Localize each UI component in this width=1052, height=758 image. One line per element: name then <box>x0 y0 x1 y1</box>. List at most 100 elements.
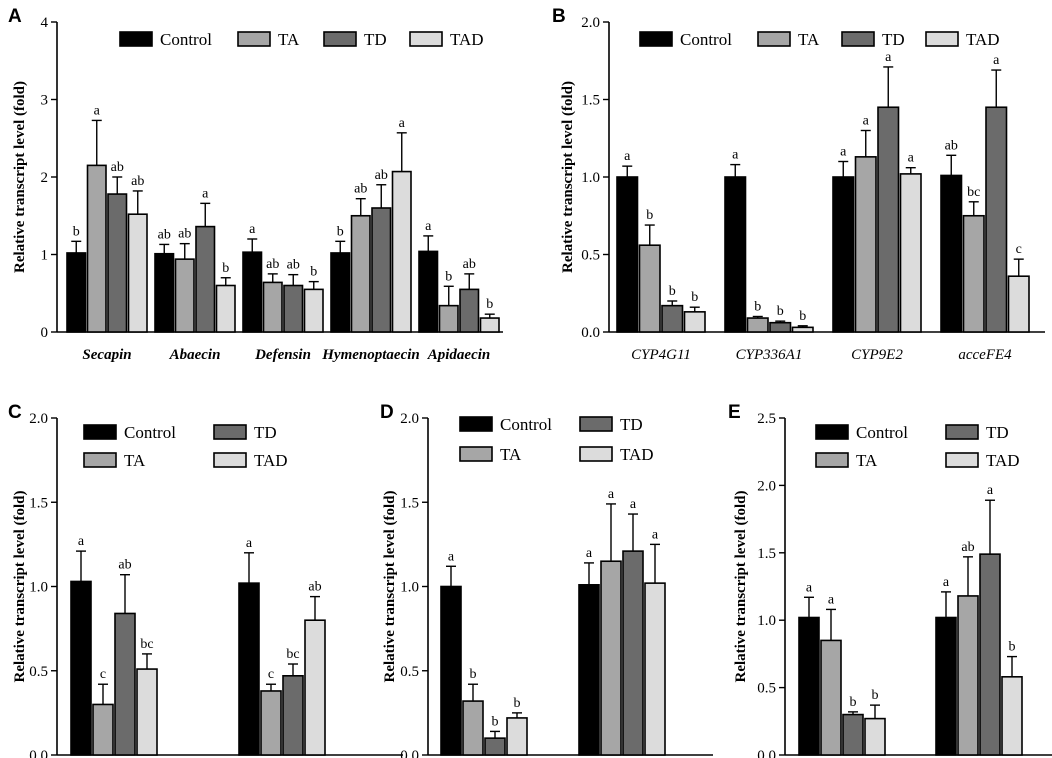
panel-c-significance-label: ab <box>308 580 321 595</box>
panel-c-legend-swatch-control <box>83 424 117 440</box>
panel-a-significance-label: ab <box>266 257 279 272</box>
panel-c-legend-label-control: Control <box>124 423 176 442</box>
panel-b-bar-control-cyp9e2 <box>832 176 855 333</box>
panel-a-y-tick-label: 1 <box>41 248 49 264</box>
panel-a-bar-tad-abaecin <box>215 284 236 333</box>
panel-c-y-tick-label: 0.5 <box>29 664 48 680</box>
panel-b-bar-ta-accefe4 <box>962 214 985 333</box>
panel-b-bar-td-accefe4 <box>985 106 1008 333</box>
panel-d-y-axis-label: Relative transcript level (fold) <box>382 490 398 682</box>
panel-c-bar-tad-acc-2 <box>304 619 326 756</box>
panel-e-significance-label: b <box>872 688 879 703</box>
panel-b-legend-swatch-td <box>841 31 875 47</box>
panel-d-significance-label: a <box>630 497 637 512</box>
panel-e-y-tick-label: 0.5 <box>757 681 776 697</box>
panel-b-bar-control-cyp336a1 <box>724 176 747 333</box>
panel-d-y-tick-label: 0.5 <box>400 664 419 680</box>
panel-e-legend-swatch-control <box>815 424 849 440</box>
panel-a-significance-label: a <box>94 103 101 118</box>
panel-b-bar-td-cyp336a1 <box>769 321 792 333</box>
panel-e-y-tick-label: 1.0 <box>757 613 776 629</box>
panel-b-y-tick-label: 0.5 <box>581 248 600 264</box>
panel-b-legend-label-control: Control <box>680 30 732 49</box>
panel-a-significance-label: ab <box>111 160 124 175</box>
panel-b-bar-tad-cyp9e2 <box>899 173 922 333</box>
panel-d-legend-label-control: Control <box>500 415 552 434</box>
panel-b-legend: Control TA TD TAD <box>639 30 1000 49</box>
panel-b-bar-tad-cyp4g11 <box>683 311 706 333</box>
panel-a-legend-label-tad: TAD <box>450 30 484 49</box>
panel-a-significance-label: ab <box>287 258 300 273</box>
panel-d-legend-label-tad: TAD <box>620 445 654 464</box>
panel-d-bar-ta-cat <box>462 700 484 756</box>
panel-a-legend-label-control: Control <box>160 30 212 49</box>
panel-c-legend-label-ta: TA <box>124 451 146 470</box>
panel-b-bar-tad-cyp336a1 <box>791 326 814 333</box>
panel-b-category-label: CYP4G11 <box>631 347 691 363</box>
panel-a-significance-label: b <box>337 224 344 239</box>
panel-e-significance-label: a <box>943 575 950 590</box>
panel-c-bar-control-acc-2 <box>238 582 260 756</box>
panel-c-significance-label: bc <box>140 637 153 652</box>
panel-c-y-tick-label: 2.0 <box>29 411 48 427</box>
panel-b-significance-label: a <box>993 53 1000 68</box>
panel-b-significance-label: b <box>646 208 653 223</box>
panel-e-bar-tad-hbg3 <box>864 717 886 756</box>
panel-e-significance-label: a <box>828 592 835 607</box>
panel-e-bar-td-vitellogenin <box>979 553 1001 756</box>
panel-a-bar-td-abaecin <box>195 225 216 333</box>
panel-b-bar-tad-accefe4 <box>1007 275 1030 333</box>
panel-d-bar-control-cat <box>440 585 462 756</box>
panel-e-significance-label: b <box>1009 640 1016 655</box>
panel-e-y-tick-label: 2.5 <box>757 411 776 427</box>
panel-e-legend-label-tad: TAD <box>986 451 1020 470</box>
panel-a-legend-swatch-control <box>119 31 153 47</box>
panel-b-legend-swatch-control <box>639 31 673 47</box>
panel-b-significance-label: b <box>754 300 761 315</box>
panel-b-y-tick-label: 1.5 <box>581 93 600 109</box>
panel-b-significance-label: a <box>863 114 870 129</box>
panel-c-legend: Control TD TA TAD <box>83 423 288 470</box>
panel-c-significance-label: a <box>246 536 253 551</box>
panel-a-category-label: Secapin <box>82 347 131 363</box>
panel-d-legend-swatch-control <box>459 416 493 432</box>
panel-e-significance-label: a <box>806 580 813 595</box>
panel-b-significance-label: bc <box>967 185 980 200</box>
panel-c-letter: C <box>8 402 22 423</box>
panel-a-bar-ta-defensin <box>262 281 283 333</box>
panel-b-legend-swatch-tad <box>925 31 959 47</box>
panel-d-y-tick-label: 2.0 <box>400 411 419 427</box>
panel-c-significance-label: c <box>100 667 106 682</box>
panel-c-bar-control-acc-1 <box>70 580 92 756</box>
panel-c-legend-label-td: TD <box>254 423 277 442</box>
panel-d-significance-label: b <box>492 714 499 729</box>
panel-b-significance-label: c <box>1016 242 1022 257</box>
panel-b-legend-swatch-ta <box>757 31 791 47</box>
panel-c-legend-swatch-tad <box>213 452 247 468</box>
panel-d-legend: Control TD TA TAD <box>459 415 654 464</box>
panel-e-bar-control-hbg3 <box>798 616 820 756</box>
panel-e-significance-label: a <box>987 483 994 498</box>
panel-e-y-axis-label: Relative transcript level (fold) <box>733 490 749 682</box>
panel-c-significance-label: c <box>268 667 274 682</box>
panel-d-y-tick-label: 1.0 <box>400 580 419 596</box>
panel-d-legend-swatch-ta <box>459 446 493 462</box>
panel-b-legend-label-tad: TAD <box>966 30 1000 49</box>
panel-a-letter: A <box>8 6 22 27</box>
panel-b-significance-label: b <box>777 304 784 319</box>
panel-b-legend-label-td: TD <box>882 30 905 49</box>
panel-a-bar-td-hymenoptaecin <box>371 207 392 333</box>
panel-a-significance-label: a <box>202 186 209 201</box>
panel-d-legend-swatch-td <box>579 416 613 432</box>
panel-a-y-tick-label: 4 <box>41 15 49 31</box>
panel-b-significance-label: a <box>732 148 739 163</box>
panel-b-significance-label: ab <box>945 138 958 153</box>
panel-a-bar-ta-hymenoptaecin <box>350 214 371 333</box>
panel-d-significance-label: b <box>470 667 477 682</box>
panel-b-y-tick-label: 1.0 <box>581 170 600 186</box>
panel-e-legend-label-ta: TA <box>856 451 878 470</box>
panel-a-bar-ta-secapin <box>86 164 107 333</box>
panel-a-bar-td-defensin <box>283 284 304 333</box>
panel-a-bar-control-defensin <box>242 251 263 333</box>
